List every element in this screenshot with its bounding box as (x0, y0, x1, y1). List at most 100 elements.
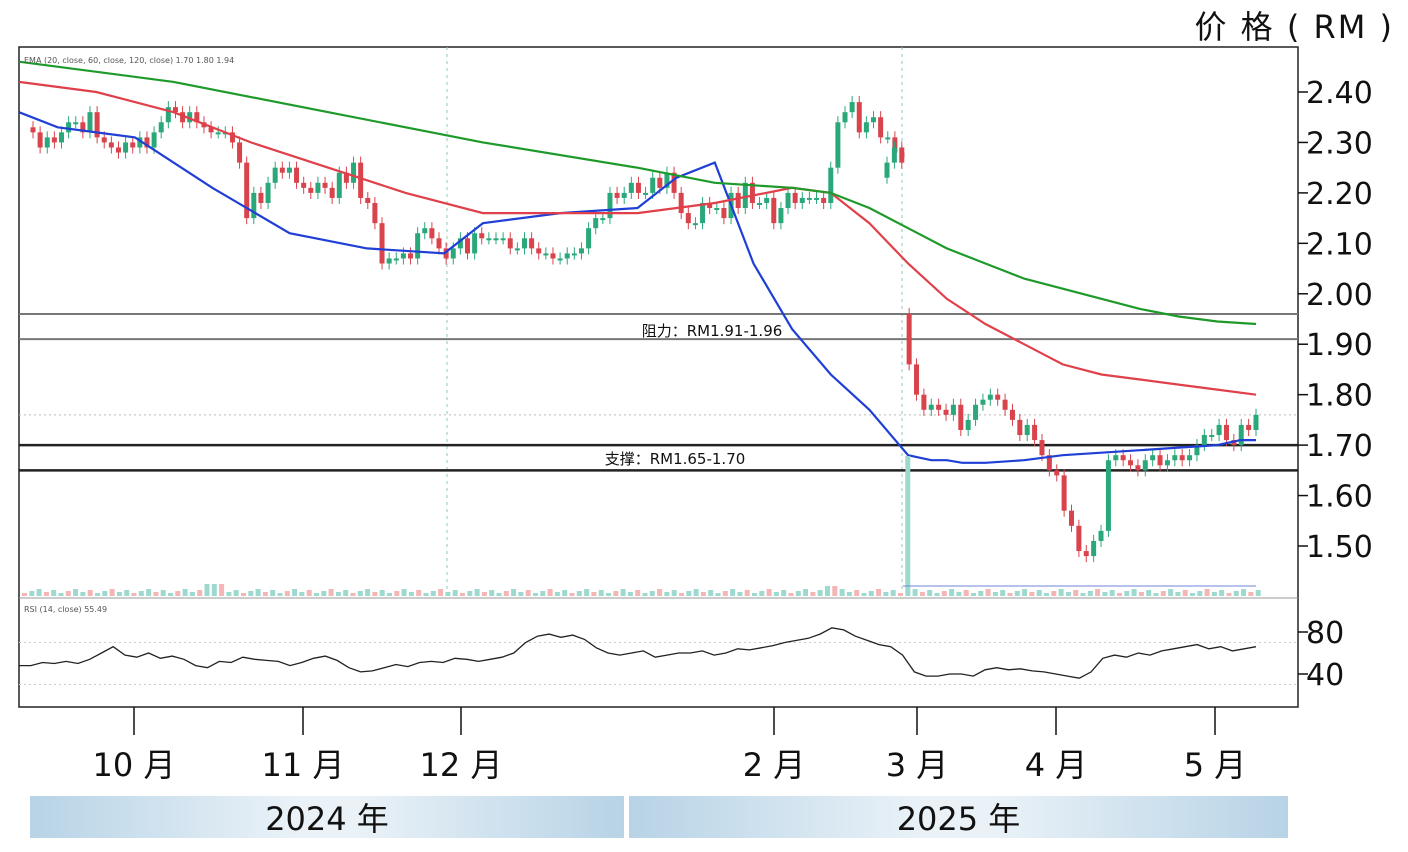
candle-body (1098, 530, 1104, 541)
candle-body (379, 223, 385, 264)
candle-body (237, 142, 243, 163)
candle-body (764, 197, 770, 203)
volume-bar (153, 592, 159, 596)
candle-body (928, 404, 934, 410)
candle-body (621, 192, 627, 198)
candle-body (208, 127, 214, 133)
candle-body (735, 192, 741, 209)
volume-bar (941, 591, 947, 596)
candle-body (386, 258, 392, 264)
candle-body (1187, 455, 1193, 461)
volume-bar (299, 592, 305, 596)
candle-body (856, 102, 862, 133)
candle-body (650, 177, 656, 193)
candle-body (835, 122, 841, 168)
candle-body (1009, 409, 1015, 420)
candle-body (94, 112, 100, 138)
candle-body (358, 162, 364, 198)
candle-body (165, 107, 171, 123)
candle-body (258, 192, 264, 203)
candle-body (1128, 460, 1134, 466)
volume-bar (584, 589, 590, 596)
volume-bar (65, 591, 71, 596)
candle-body (472, 233, 478, 254)
candle-body (422, 228, 428, 234)
candle-body (137, 137, 143, 148)
volume-bar (540, 591, 546, 596)
candle-body (778, 208, 784, 224)
volume-bar (591, 592, 597, 596)
volume-bar (627, 592, 633, 596)
candle-body (742, 182, 748, 209)
volume-bar (1022, 589, 1028, 596)
volume-bar (679, 593, 684, 596)
candle-body (229, 132, 235, 143)
volume-bar (1175, 592, 1181, 596)
candle-body (1157, 455, 1163, 466)
volume-bar (22, 593, 27, 596)
candle-body (343, 172, 349, 183)
volume-bar (430, 591, 436, 596)
candle-body (885, 137, 891, 140)
volume-bar (810, 592, 816, 596)
volume-bar (912, 589, 918, 596)
candle-body (80, 122, 86, 133)
candle-body (1209, 435, 1215, 438)
candle-body (415, 233, 421, 259)
candle-body (571, 253, 577, 256)
candle-body (614, 192, 620, 198)
candle-body (180, 112, 186, 123)
volume-bar (657, 589, 663, 596)
candle-body (1061, 475, 1067, 511)
candle-body (586, 228, 592, 249)
volume-bar (854, 590, 860, 596)
price-tick-label: 2.00 (1306, 278, 1373, 313)
volume-bar (160, 590, 166, 596)
candle-body (564, 253, 570, 259)
volume-bar (445, 592, 451, 596)
price-tick-label: 1.90 (1306, 328, 1373, 363)
candle-body (507, 238, 513, 249)
volume-bar (460, 593, 465, 596)
volume-bar (1204, 589, 1210, 596)
candle-body (1150, 455, 1156, 461)
volume-bar (503, 591, 509, 596)
volume-bar (562, 590, 568, 596)
volume-bar (1051, 591, 1057, 596)
volume-bar (934, 593, 940, 596)
volume-bar (1182, 590, 1188, 596)
candle-body (479, 233, 485, 239)
volume-bar (927, 590, 933, 596)
candle-body (943, 409, 949, 415)
volume-bar (671, 590, 677, 596)
month-label-apr: 4 月 (1024, 746, 1088, 784)
volume-bar (36, 589, 42, 596)
volume-bar (1117, 593, 1122, 596)
candle-body (123, 142, 129, 153)
price-axis-unit: 价 格 ( RM ) (1194, 8, 1394, 46)
candle-body (244, 162, 250, 219)
volume-bar (839, 589, 845, 596)
volume-bar (876, 589, 882, 596)
volume-bar (292, 589, 298, 596)
candle-body (1246, 424, 1252, 430)
candle-body (635, 182, 641, 193)
indicator-legend: EMA (20, close, 60, close, 120, close) 1… (24, 56, 234, 65)
volume-bar (992, 592, 998, 596)
candle-body (643, 192, 649, 195)
volume-bar (1146, 590, 1152, 596)
candle-body (771, 197, 777, 224)
volume-bar (1124, 591, 1130, 596)
candle-body (286, 167, 292, 173)
volume-bar (963, 590, 969, 596)
volume-bar (343, 590, 349, 596)
candle-body (322, 182, 328, 188)
price-tick-label: 2.40 (1306, 76, 1373, 111)
volume-bar (525, 590, 531, 596)
volume-bar (547, 589, 553, 596)
volume-bar (868, 591, 874, 596)
candle-body (757, 202, 763, 205)
candle-body (1238, 424, 1244, 446)
candle-body (607, 192, 613, 219)
candle-body (1172, 455, 1178, 461)
